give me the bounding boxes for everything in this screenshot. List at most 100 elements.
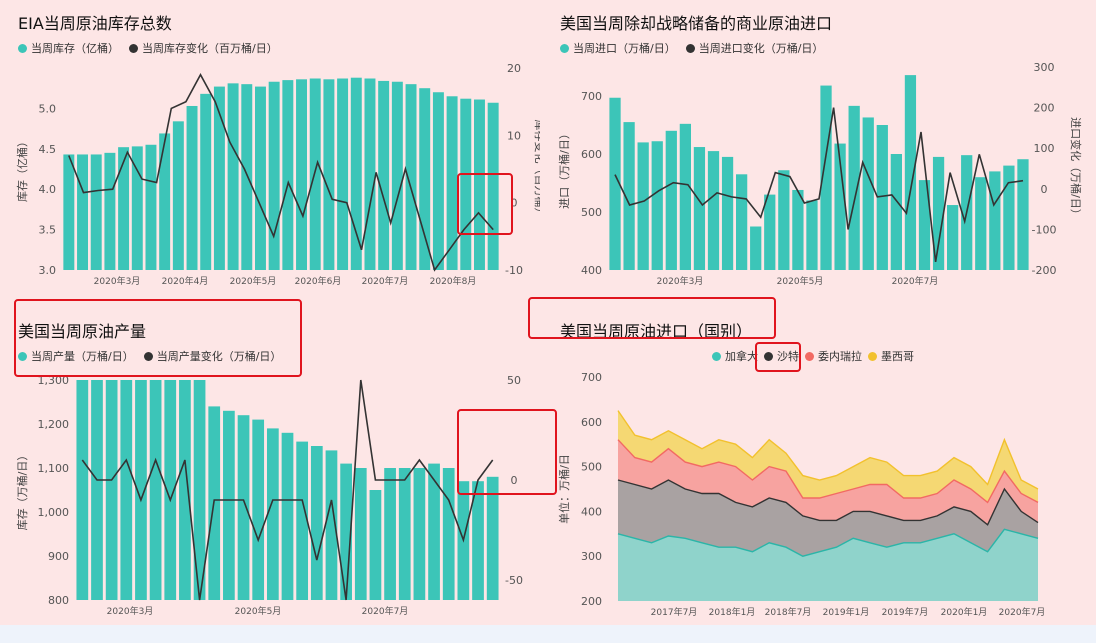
legend: 当周产量（万桶/日） 当周产量变化（万桶/日） bbox=[18, 348, 281, 364]
chart-plot: 700 600 500 400 300 200 100 0 -100 -200 2020年3月 202… bbox=[557, 61, 1083, 287]
y-tick-label: 700 bbox=[581, 90, 602, 103]
series-line bbox=[617, 439, 1039, 504]
bar bbox=[159, 133, 171, 270]
legend-swatch bbox=[18, 43, 27, 53]
bar bbox=[63, 154, 75, 270]
series-line bbox=[81, 379, 494, 601]
bar bbox=[200, 93, 212, 270]
bar bbox=[384, 468, 396, 600]
bar bbox=[237, 415, 250, 600]
panel-eia-inventory: EIA当周原油库存总数 当周库存（亿桶） 当周库存变化（百万桶/日） 5.0 4.… bbox=[0, 0, 540, 290]
y-tick-label: 200 bbox=[581, 595, 602, 608]
legend-item[interactable]: 当周进口（万桶/日） bbox=[560, 40, 676, 56]
y2-tick-label: -50 bbox=[505, 574, 523, 587]
highlight-box bbox=[528, 297, 776, 339]
bar bbox=[918, 180, 931, 270]
legend-item[interactable]: 当周产量（万桶/日） bbox=[18, 348, 134, 364]
x-tick-label: 2018年7月 bbox=[765, 606, 812, 618]
x-tick-label: 2020年3月 bbox=[107, 605, 154, 617]
bar bbox=[337, 78, 349, 270]
legend: 当周库存（亿桶） 当周库存变化（百万桶/日） bbox=[18, 40, 278, 56]
y-tick-label: 300 bbox=[581, 550, 602, 563]
bar bbox=[340, 463, 352, 600]
legend-item[interactable]: 当周库存变化（百万桶/日） bbox=[129, 40, 278, 56]
bar bbox=[764, 194, 776, 270]
x-tick-label: 2020年3月 bbox=[657, 275, 704, 287]
bar bbox=[721, 156, 734, 270]
bar bbox=[309, 78, 321, 270]
chart-title: 美国当周原油产量 bbox=[18, 322, 147, 341]
y2-tick-label: 0 bbox=[511, 197, 518, 210]
legend-swatch bbox=[143, 351, 153, 361]
y2-tick-label: -10 bbox=[505, 264, 523, 277]
bar bbox=[241, 84, 253, 270]
highlight-box bbox=[755, 342, 801, 372]
legend-swatch bbox=[712, 351, 721, 361]
bar bbox=[252, 419, 265, 600]
x-tick-label: 2020年7月 bbox=[892, 275, 939, 287]
x-tick-label: 2020年7月 bbox=[362, 605, 409, 617]
chart-plot: 5.0 4.5 4.0 3.5 3.0 20 10 0 -10 2020年3月 2020年4月 202… bbox=[15, 62, 540, 287]
y-axis-label: 库存（万桶/日） bbox=[15, 450, 29, 531]
legend-item[interactable]: 当周产量变化（万桶/日） bbox=[143, 348, 281, 364]
chart-title: 美国当周除却战略储备的商业原油进口 bbox=[560, 14, 833, 33]
legend-item[interactable]: 沙特 bbox=[764, 348, 799, 364]
series-line bbox=[617, 479, 1039, 526]
legend: 当周进口（万桶/日） 当周进口变化（万桶/日） bbox=[560, 40, 823, 56]
bar bbox=[254, 86, 266, 270]
x-tick-label: 2020年4月 bbox=[162, 275, 209, 287]
chart-title: EIA当周原油库存总数 bbox=[18, 14, 172, 33]
dashboard: EIA当周原油库存总数 当周库存（亿桶） 当周库存变化（百万桶/日） 5.0 4.… bbox=[0, 0, 1096, 625]
bar bbox=[91, 380, 103, 600]
y-tick-label: 600 bbox=[581, 148, 602, 161]
bar bbox=[296, 79, 308, 270]
x-tick-label: 2020年7月 bbox=[999, 606, 1046, 618]
legend: 加拿大 沙特 委内瑞拉 墨西哥 bbox=[712, 348, 914, 364]
bar bbox=[736, 174, 748, 270]
bar bbox=[179, 380, 191, 600]
legend-swatch bbox=[129, 43, 138, 53]
bar bbox=[472, 481, 484, 600]
series-line bbox=[617, 528, 1039, 557]
bar bbox=[460, 98, 472, 270]
legend-label: 当周进口变化（万桶/日） bbox=[698, 42, 824, 55]
y2-tick-label: 200 bbox=[1034, 102, 1055, 115]
bar bbox=[442, 468, 455, 600]
bar bbox=[486, 476, 499, 600]
legend-item[interactable]: 墨西哥 bbox=[868, 348, 914, 364]
y-axis-label: 单位：万桶/日 bbox=[557, 454, 571, 524]
highlight-box bbox=[14, 299, 302, 377]
legend-item[interactable]: 委内瑞拉 bbox=[805, 348, 862, 364]
y2-tick-label: 20 bbox=[507, 62, 521, 75]
legend-item[interactable]: 当周进口变化（万桶/日） bbox=[685, 40, 824, 56]
bar bbox=[975, 177, 987, 270]
panel-commercial-imports: 美国当周除却战略储备的商业原油进口 当周进口（万桶/日） 当周进口变化（万桶/日… bbox=[540, 0, 1096, 290]
y-tick-label: 600 bbox=[581, 416, 602, 429]
legend-item[interactable]: 当周库存（亿桶） bbox=[18, 40, 119, 56]
bar bbox=[947, 205, 959, 270]
bar bbox=[354, 468, 367, 600]
bar bbox=[193, 380, 206, 600]
bar bbox=[325, 450, 338, 600]
x-tick-label: 2019年1月 bbox=[823, 606, 870, 618]
bar bbox=[834, 143, 846, 270]
legend-swatch bbox=[764, 351, 773, 361]
bar bbox=[820, 85, 832, 270]
legend-label: 委内瑞拉 bbox=[818, 350, 862, 363]
y2-tick-label: -200 bbox=[1032, 264, 1057, 277]
panel-imports-by-country: 美国当周原油进口（国别） 加拿大 沙特 委内瑞拉 墨西哥 700 600 500 40… bbox=[540, 300, 1096, 625]
bar bbox=[77, 154, 89, 270]
y2-tick-label: 10 bbox=[507, 129, 521, 142]
y2-tick-label: 0 bbox=[511, 474, 518, 487]
series-line bbox=[68, 73, 494, 272]
y-tick-label: 1,200 bbox=[38, 418, 70, 431]
bar bbox=[665, 130, 677, 270]
bar bbox=[296, 441, 309, 600]
bar bbox=[428, 463, 440, 600]
highlight-box bbox=[457, 409, 557, 495]
x-tick-label: 2017年7月 bbox=[651, 606, 698, 618]
legend-item[interactable]: 加拿大 bbox=[712, 348, 758, 364]
bar bbox=[131, 146, 143, 270]
bar bbox=[679, 123, 691, 270]
legend-swatch bbox=[685, 43, 695, 53]
